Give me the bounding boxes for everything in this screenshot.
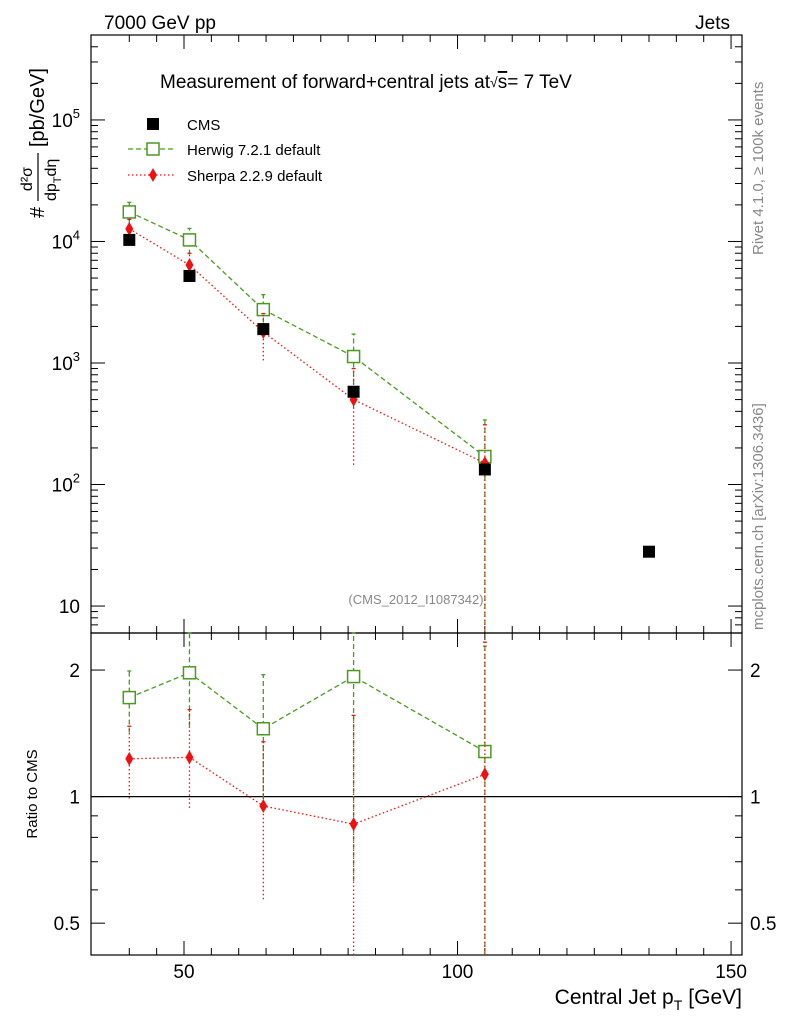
main-series [122, 201, 655, 633]
y-label-unit: [pb/GeV] [27, 68, 49, 147]
main-y-tick-label: 10 [59, 597, 80, 618]
y-label-hash: # [27, 206, 49, 218]
ratio-sherpa-point [480, 767, 489, 782]
plot-title-text: Measurement of forward+central jets at [160, 72, 491, 93]
legend-herwig-label: Herwig 7.2.1 default [187, 142, 321, 159]
x-label-sub: T [674, 997, 683, 1013]
main-cms-point [643, 545, 655, 558]
ratio-axis-ticks [91, 633, 742, 955]
legend-herwig-marker [146, 142, 160, 156]
main-y-tick-label: 104 [52, 227, 80, 253]
ratio-y-tick-label-right: 2 [750, 661, 761, 682]
y-label-deta: dη [43, 159, 60, 177]
ratio-y-tick-label-right: 0.5 [750, 914, 776, 935]
x-tick-label: 150 [715, 962, 747, 983]
sqrt-symbol: √ [490, 74, 498, 90]
main-y-tick-labels: 10 102 103 104 105 [52, 106, 80, 618]
legend-cms-label: CMS [187, 117, 220, 134]
ratio-sherpa-point [349, 817, 358, 832]
x-tick-label: 100 [442, 962, 474, 983]
ratio-y-tick-label-right: 1 [750, 788, 761, 809]
main-y-axis-label: # d²σ dpTdη [pb/GeV] [19, 68, 64, 218]
y-label-numerator: d²σ [19, 167, 36, 191]
ratio-herwig-point [122, 690, 137, 705]
main-cms-point [123, 233, 136, 246]
main-herwig-point [346, 349, 361, 364]
main-sherpa-line [128, 228, 486, 464]
ratio-y-tick-label-left: 0.5 [54, 914, 80, 935]
main-cms-point [478, 463, 491, 476]
legend-cms-marker [147, 118, 159, 130]
main-herwig-point [122, 205, 137, 219]
plot-title: Measurement of forward+central jets at√s… [160, 72, 572, 93]
category-label: Jets [695, 13, 730, 34]
main-axis-ticks [91, 34, 742, 634]
x-label-unit: [GeV] [688, 986, 742, 1009]
x-axis-label: Central Jet pT [GeV] [555, 986, 742, 1013]
sqrt-s-label: s [498, 72, 508, 93]
y-label-dp: dp [43, 183, 60, 201]
ratio-herwig-point [182, 666, 197, 680]
ratio-herwig-line [129, 672, 486, 753]
ratio-y-tick-labels: 0.5 0.5 1 1 2 2 [54, 661, 777, 935]
legend: CMS Herwig 7.2.1 default Sherpa 2.2.9 de… [128, 117, 323, 185]
legend-sherpa-marker [149, 168, 157, 182]
main-sherpa-point [125, 221, 134, 236]
ratio-y-axis-label: Ratio to CMS [24, 749, 41, 838]
main-herwig-line [129, 211, 486, 458]
ratio-sherpa-point [259, 798, 268, 813]
y-label-denominator: dpTdη [43, 159, 64, 201]
ratio-sherpa-point [125, 751, 134, 766]
main-panel: 10 102 103 104 105 Measurement of forward+ce… [19, 34, 743, 634]
energy-label: 7000 GeV pp [104, 13, 216, 34]
main-y-tick-label: 105 [52, 106, 80, 132]
y-label-sub: T [52, 176, 64, 183]
main-y-tick-label: 102 [52, 471, 80, 497]
mcplots-source-label: mcplots.cern.ch [arXiv:1306.3436] [750, 403, 767, 630]
analysis-watermark: (CMS_2012_I1087342) [348, 592, 483, 607]
main-cms-point [257, 323, 270, 336]
ratio-panel: 0.5 0.5 1 1 2 2 Ratio to CMS [24, 632, 777, 956]
ratio-herwig-point [478, 744, 492, 759]
ratio-herwig-point [256, 722, 271, 736]
main-y-tick-label: 103 [52, 349, 80, 375]
plot-title-suffix: = 7 TeV [507, 72, 572, 93]
ratio-sherpa-point [185, 750, 194, 765]
ratio-series [122, 632, 492, 955]
main-herwig-point [182, 233, 197, 247]
ratio-sherpa-line [129, 756, 486, 825]
ratio-y-tick-label-left: 2 [69, 661, 80, 682]
x-tick-label: 50 [173, 962, 194, 983]
main-cms-point [347, 385, 360, 398]
ratio-herwig-point [346, 669, 361, 684]
rivet-version-label: Rivet 4.1.0, ≥ 100k events [750, 82, 767, 255]
x-tick-labels: 50 100 150 [173, 962, 746, 983]
ratio-y-tick-label-left: 1 [69, 788, 80, 809]
ratio-panel-frame [90, 632, 743, 956]
main-sherpa-point [185, 258, 194, 273]
main-cms-point [183, 269, 196, 282]
legend-sherpa-label: Sherpa 2.2.9 default [187, 168, 323, 185]
x-label-text: Central Jet p [555, 986, 674, 1009]
